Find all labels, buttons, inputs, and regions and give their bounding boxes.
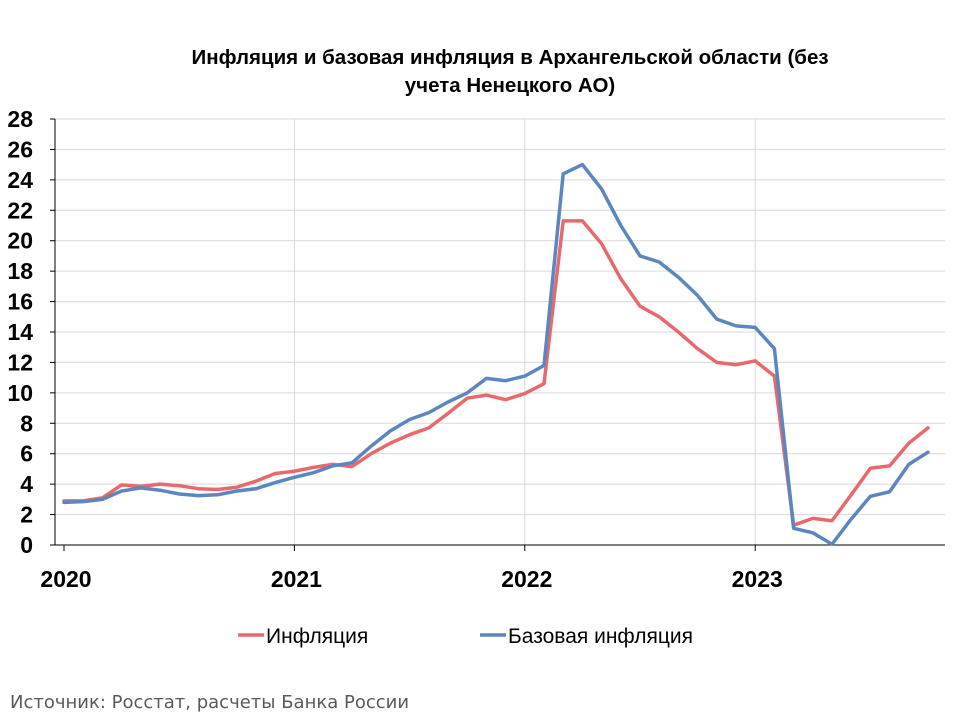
y-tick-label: 20 <box>7 228 33 254</box>
inflation-line <box>62 219 930 527</box>
axes <box>50 118 945 551</box>
legend-core-inflation: Базовая инфляция <box>480 625 693 648</box>
x-tick-label: 2022 <box>501 566 552 592</box>
chart-title: Инфляция и базовая инфляция в Архангельс… <box>110 44 910 100</box>
gridlines <box>55 118 945 545</box>
y-tick-label: 4 <box>20 471 33 497</box>
y-tick-label: 10 <box>7 380 33 406</box>
legend-label: Инфляция <box>266 625 368 648</box>
y-tick-label: 16 <box>7 289 33 315</box>
y-tick-label: 24 <box>7 167 33 193</box>
y-tick-label: 8 <box>20 410 33 436</box>
chart-title-line-2: учета Ненецкого АО) <box>404 74 616 97</box>
x-tick-label: 2020 <box>40 566 91 592</box>
legend-inflation: Инфляция <box>238 625 368 648</box>
y-tick-label: 6 <box>20 441 33 467</box>
x-axis-ticks: 2020 2021 2022 2023 <box>40 566 782 592</box>
core-inflation-line <box>62 162 930 546</box>
y-tick-label: 28 <box>7 106 33 132</box>
legend-label: Базовая инфляция <box>508 625 693 648</box>
chart-title-line-1: Инфляция и базовая инфляция в Архангельс… <box>191 46 829 69</box>
x-tick-label: 2023 <box>732 566 783 592</box>
y-tick-label: 12 <box>7 349 33 375</box>
y-tick-label: 26 <box>7 136 33 162</box>
y-tick-label: 22 <box>7 197 33 223</box>
y-tick-label: 2 <box>20 502 33 528</box>
y-tick-label: 18 <box>7 258 33 284</box>
x-tick-label: 2021 <box>271 566 322 592</box>
legend: Инфляция Базовая инфляция <box>238 625 693 648</box>
source-note: Источник: Росстат, расчеты Банка России <box>10 692 410 713</box>
series-lines <box>62 162 930 546</box>
y-tick-label: 14 <box>7 319 33 345</box>
y-tick-label: 0 <box>20 532 33 558</box>
